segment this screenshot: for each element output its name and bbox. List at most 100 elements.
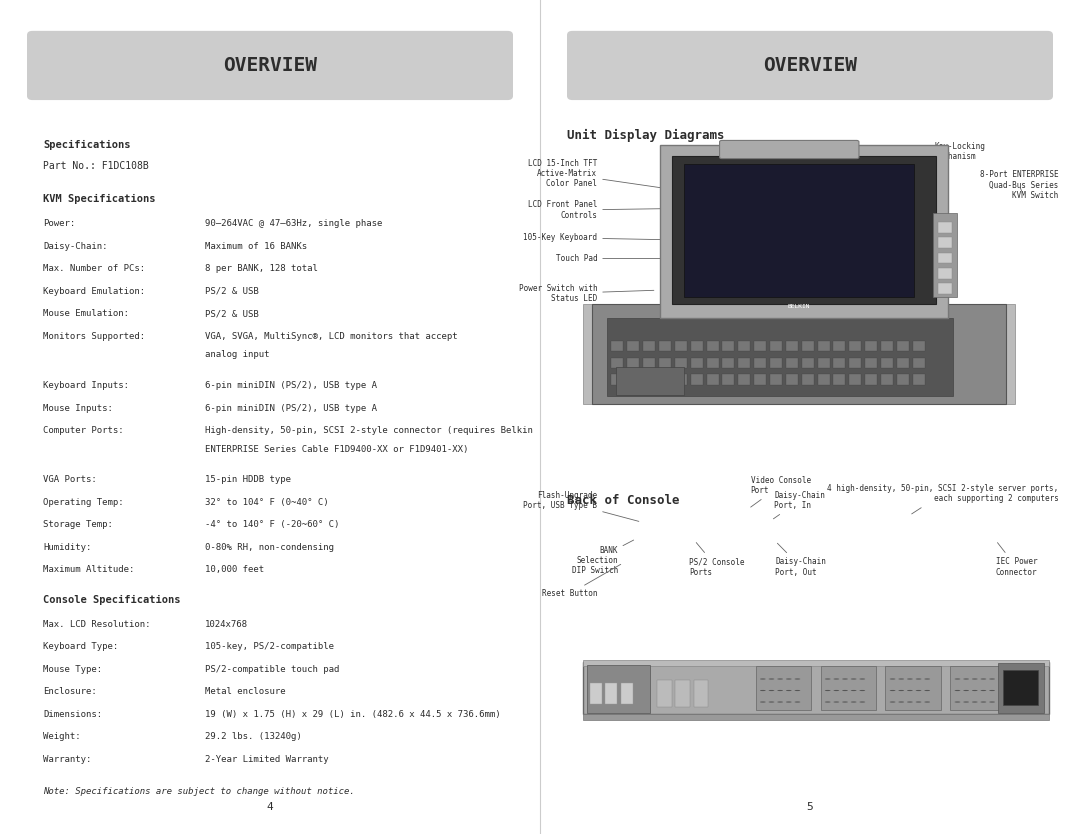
- FancyBboxPatch shape: [896, 358, 909, 368]
- FancyBboxPatch shape: [849, 341, 862, 351]
- Text: Specifications: Specifications: [43, 140, 131, 150]
- Text: Keyboard Emulation:: Keyboard Emulation:: [43, 287, 146, 296]
- Circle shape: [989, 701, 995, 702]
- Text: 32° to 104° F (0~40° C): 32° to 104° F (0~40° C): [205, 498, 328, 507]
- FancyBboxPatch shape: [881, 358, 893, 368]
- Circle shape: [760, 678, 766, 680]
- FancyBboxPatch shape: [672, 156, 936, 304]
- Circle shape: [769, 690, 774, 691]
- FancyBboxPatch shape: [834, 358, 846, 368]
- Circle shape: [907, 701, 913, 702]
- Text: Computer Ports:: Computer Ports:: [43, 426, 124, 435]
- Circle shape: [795, 690, 800, 691]
- Text: 19 (W) x 1.75 (H) x 29 (L) in. (482.6 x 44.5 x 736.6mm): 19 (W) x 1.75 (H) x 29 (L) in. (482.6 x …: [205, 710, 501, 719]
- Text: 8 per BANK, 128 total: 8 per BANK, 128 total: [205, 264, 319, 274]
- Circle shape: [760, 701, 766, 702]
- Text: PS/2-compatible touch pad: PS/2-compatible touch pad: [205, 665, 339, 674]
- Circle shape: [769, 678, 774, 680]
- Circle shape: [778, 701, 783, 702]
- FancyBboxPatch shape: [950, 666, 1005, 710]
- FancyBboxPatch shape: [627, 341, 639, 351]
- Text: High-density, 50-pin, SCSI 2-style connector (requires Belkin: High-density, 50-pin, SCSI 2-style conne…: [205, 426, 534, 435]
- Text: Keyboard Inputs:: Keyboard Inputs:: [43, 381, 130, 390]
- Circle shape: [981, 701, 986, 702]
- Text: Key-Locking
Mechanism: Key-Locking Mechanism: [890, 142, 985, 169]
- FancyBboxPatch shape: [865, 374, 877, 385]
- FancyBboxPatch shape: [706, 341, 718, 351]
- Text: Daisy-Chain
Port, In: Daisy-Chain Port, In: [773, 490, 825, 519]
- FancyBboxPatch shape: [723, 374, 734, 385]
- FancyBboxPatch shape: [582, 714, 1049, 721]
- FancyBboxPatch shape: [913, 358, 924, 368]
- FancyBboxPatch shape: [582, 304, 602, 404]
- FancyBboxPatch shape: [644, 374, 656, 385]
- Circle shape: [899, 678, 904, 680]
- Text: Power:: Power:: [43, 219, 76, 229]
- Circle shape: [972, 678, 977, 680]
- Text: Console Specifications: Console Specifications: [43, 595, 180, 605]
- Circle shape: [860, 701, 865, 702]
- Text: 105-key, PS/2-compatible: 105-key, PS/2-compatible: [205, 642, 334, 651]
- Text: Maximum of 16 BANKs: Maximum of 16 BANKs: [205, 242, 308, 251]
- Text: Keyboard Type:: Keyboard Type:: [43, 642, 119, 651]
- Circle shape: [989, 690, 995, 691]
- FancyBboxPatch shape: [913, 341, 924, 351]
- Circle shape: [963, 690, 969, 691]
- Text: Note: Specifications are subject to change without notice.: Note: Specifications are subject to chan…: [43, 787, 355, 796]
- Text: LCD Front Panel
Controls: LCD Front Panel Controls: [528, 200, 673, 220]
- Text: Enclosure:: Enclosure:: [43, 687, 97, 696]
- FancyBboxPatch shape: [834, 374, 846, 385]
- Text: ENTERPRISE Series Cable F1D9400-XX or F1D9401-XX): ENTERPRISE Series Cable F1D9400-XX or F1…: [205, 445, 469, 454]
- Circle shape: [851, 678, 856, 680]
- FancyBboxPatch shape: [886, 666, 941, 710]
- Text: 15-pin HDDB type: 15-pin HDDB type: [205, 475, 292, 485]
- FancyBboxPatch shape: [723, 358, 734, 368]
- Circle shape: [972, 701, 977, 702]
- FancyBboxPatch shape: [644, 341, 656, 351]
- Text: PS/2 & USB: PS/2 & USB: [205, 309, 259, 319]
- Circle shape: [989, 678, 995, 680]
- FancyBboxPatch shape: [627, 374, 639, 385]
- FancyBboxPatch shape: [754, 374, 766, 385]
- Text: Monitors Supported:: Monitors Supported:: [43, 332, 146, 341]
- FancyBboxPatch shape: [582, 661, 1049, 715]
- FancyBboxPatch shape: [821, 666, 876, 710]
- Text: 10,000 feet: 10,000 feet: [205, 565, 265, 575]
- FancyBboxPatch shape: [611, 358, 623, 368]
- FancyBboxPatch shape: [660, 144, 948, 318]
- Text: Weight:: Weight:: [43, 732, 81, 741]
- FancyBboxPatch shape: [611, 374, 623, 385]
- Circle shape: [786, 690, 792, 691]
- Text: -4° to 140° F (-20~60° C): -4° to 140° F (-20~60° C): [205, 520, 339, 530]
- FancyBboxPatch shape: [739, 358, 751, 368]
- FancyBboxPatch shape: [691, 358, 703, 368]
- FancyBboxPatch shape: [913, 374, 924, 385]
- Text: OVERVIEW: OVERVIEW: [762, 56, 858, 74]
- Circle shape: [955, 690, 960, 691]
- FancyBboxPatch shape: [675, 680, 690, 707]
- Text: Max. LCD Resolution:: Max. LCD Resolution:: [43, 620, 151, 629]
- Text: 8-Port ENTERPRISE
Quad-Bus Series
KVM Switch: 8-Port ENTERPRISE Quad-Bus Series KVM Sw…: [980, 170, 1058, 200]
- FancyBboxPatch shape: [675, 374, 687, 385]
- FancyBboxPatch shape: [644, 358, 656, 368]
- Circle shape: [890, 690, 895, 691]
- Text: Reset Button: Reset Button: [542, 565, 621, 598]
- FancyBboxPatch shape: [691, 341, 703, 351]
- Text: BANK
Selection
DIP Switch: BANK Selection DIP Switch: [571, 540, 634, 575]
- FancyBboxPatch shape: [605, 683, 617, 704]
- Text: VGA, SVGA, MultiSync®, LCD monitors that accept: VGA, SVGA, MultiSync®, LCD monitors that…: [205, 332, 458, 341]
- Text: Part No.: F1DC108B: Part No.: F1DC108B: [43, 161, 149, 171]
- FancyBboxPatch shape: [818, 374, 829, 385]
- Circle shape: [916, 678, 921, 680]
- Text: Touch Pad: Touch Pad: [555, 254, 663, 263]
- FancyBboxPatch shape: [675, 341, 687, 351]
- FancyBboxPatch shape: [896, 341, 909, 351]
- FancyBboxPatch shape: [706, 374, 718, 385]
- Text: 4: 4: [267, 802, 273, 812]
- FancyBboxPatch shape: [939, 238, 951, 248]
- Circle shape: [963, 678, 969, 680]
- Text: Mouse Emulation:: Mouse Emulation:: [43, 309, 130, 319]
- FancyBboxPatch shape: [896, 374, 909, 385]
- Text: Video Console
Port: Video Console Port: [751, 475, 811, 507]
- FancyBboxPatch shape: [693, 680, 708, 707]
